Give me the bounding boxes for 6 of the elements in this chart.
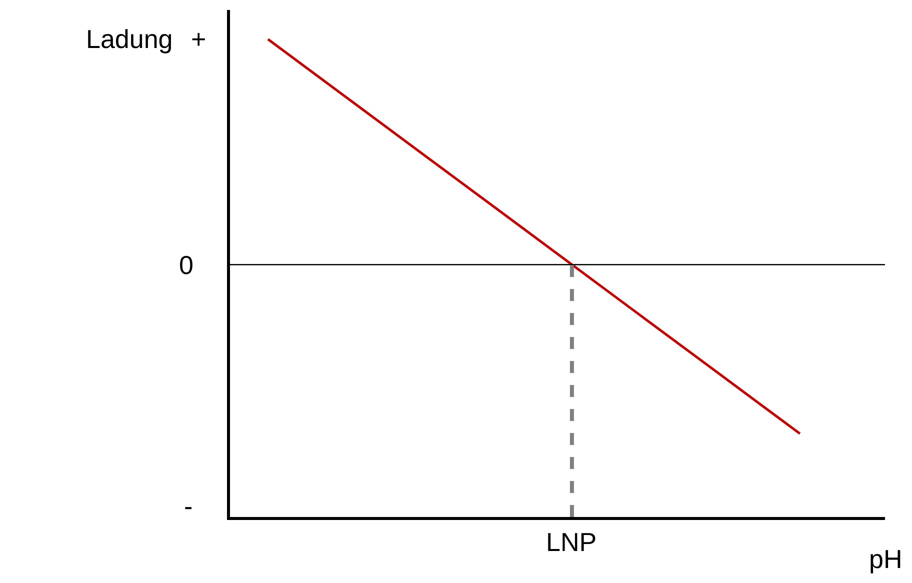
y-axis-title: Ladung (86, 24, 173, 54)
text: + (191, 24, 206, 54)
text: 0 (179, 250, 194, 280)
text: - (184, 491, 193, 521)
x-axis-title: pH (869, 544, 902, 574)
text: LNP (546, 527, 597, 557)
